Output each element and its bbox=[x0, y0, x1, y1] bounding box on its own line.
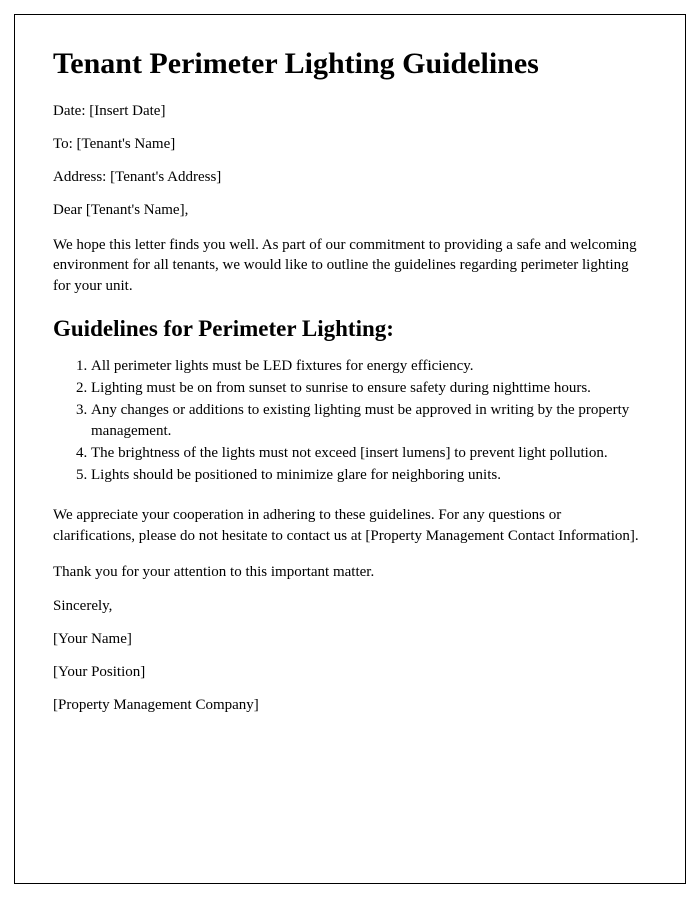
document-title: Tenant Perimeter Lighting Guidelines bbox=[53, 47, 647, 81]
signature-name: [Your Name] bbox=[53, 631, 647, 648]
to-line: To: [Tenant's Name] bbox=[53, 136, 647, 153]
guideline-item: Lights should be positioned to minimize … bbox=[91, 465, 647, 485]
document-container: Tenant Perimeter Lighting Guidelines Dat… bbox=[14, 14, 686, 884]
guideline-item: Any changes or additions to existing lig… bbox=[91, 400, 647, 441]
guidelines-list: All perimeter lights must be LED fixture… bbox=[91, 356, 647, 486]
guideline-item: All perimeter lights must be LED fixture… bbox=[91, 356, 647, 376]
guideline-item: The brightness of the lights must not ex… bbox=[91, 443, 647, 463]
guideline-item: Lighting must be on from sunset to sunri… bbox=[91, 378, 647, 398]
date-line: Date: [Insert Date] bbox=[53, 103, 647, 120]
guidelines-heading: Guidelines for Perimeter Lighting: bbox=[53, 316, 647, 342]
signature-company: [Property Management Company] bbox=[53, 697, 647, 714]
closing-paragraph-2: Thank you for your attention to this imp… bbox=[53, 562, 647, 582]
intro-paragraph: We hope this letter finds you well. As p… bbox=[53, 235, 647, 296]
closing-paragraph-1: We appreciate your cooperation in adheri… bbox=[53, 505, 647, 546]
signature-position: [Your Position] bbox=[53, 664, 647, 681]
address-line: Address: [Tenant's Address] bbox=[53, 169, 647, 186]
signature-sincerely: Sincerely, bbox=[53, 598, 647, 615]
salutation: Dear [Tenant's Name], bbox=[53, 202, 647, 219]
